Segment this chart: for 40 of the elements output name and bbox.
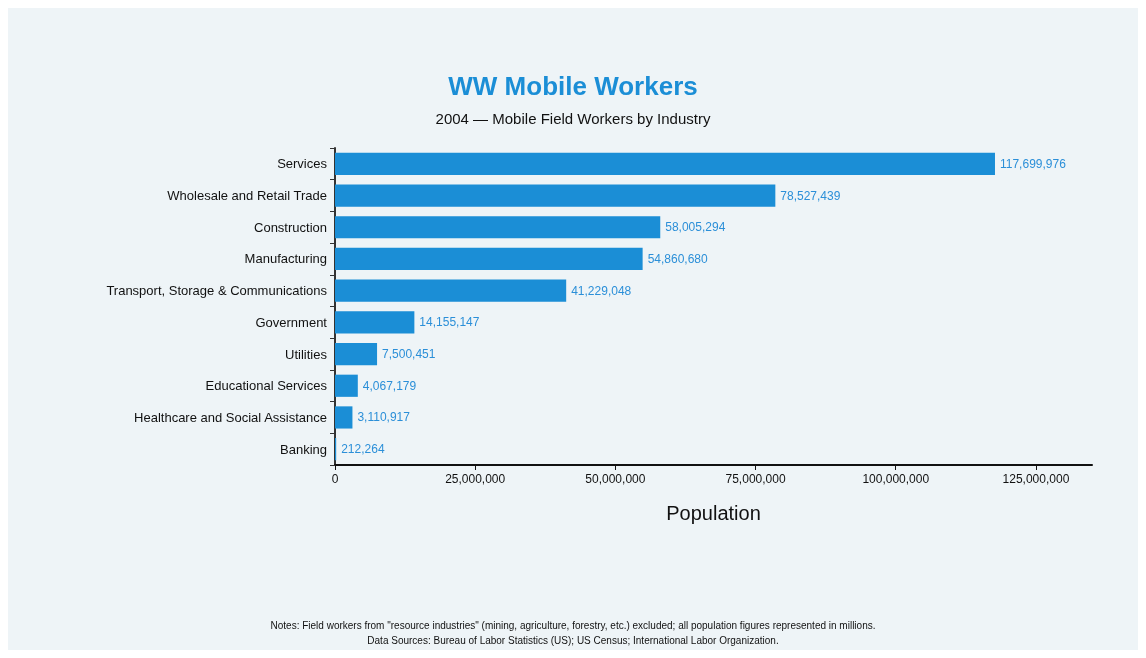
y-tick-label: Construction (254, 219, 327, 235)
x-axis-title: Population (666, 502, 761, 524)
y-tick-label: Educational Services (205, 378, 328, 394)
y-tick-label: Manufacturing (244, 251, 327, 267)
bar (335, 279, 567, 302)
x-tick-label: 75,000,000 (725, 472, 786, 486)
text: Notes: Field workers from "resource industries" (mining, agriculture, forestry, etc.) excluded; all population figures represented in millions. (270, 619, 876, 631)
bar (335, 216, 661, 239)
bar (335, 311, 415, 334)
y-tick-label: Utilities (285, 346, 328, 362)
x-tick-label: 50,000,000 (585, 472, 646, 486)
bar (335, 184, 776, 207)
chart-title: WW Mobile Workers (448, 71, 698, 101)
data-label: 14,155,147 (419, 315, 480, 330)
text: Data Sources: Bureau of Labor Statistics (US); US Census; International Labor Organization. (367, 634, 779, 646)
data-label: 78,527,439 (780, 188, 841, 203)
bar (335, 406, 353, 429)
y-tick-label: Banking (280, 441, 327, 457)
x-tick-label: 100,000,000 (862, 472, 930, 486)
y-tick-label: Services (277, 156, 328, 172)
data-label: 117,699,976 (999, 156, 1067, 171)
x-tick-label: 125,000,000 (1002, 472, 1070, 486)
chart-subtitle: 2004 — Mobile Field Workers by Industry (435, 110, 711, 127)
y-tick-label: Wholesale and Retail Trade (167, 188, 327, 204)
x-tick-label: 0 (331, 472, 339, 486)
bar (335, 247, 643, 271)
bar (335, 152, 995, 175)
y-tick-label: Transport, Storage & Communications (106, 283, 328, 299)
data-label: 212,264 (341, 442, 385, 457)
data-label: 3,110,917 (357, 410, 411, 425)
bar (335, 374, 358, 397)
data-label: 41,229,048 (571, 283, 632, 298)
data-label: 54,860,680 (647, 251, 709, 266)
x-tick-label: 25,000,000 (445, 472, 506, 486)
data-label: 7,500,451 (382, 347, 436, 362)
y-tick-label: Healthcare and Social Assistance (134, 409, 327, 425)
y-tick-label: Government (255, 314, 328, 330)
bar (335, 342, 378, 366)
data-label: 58,005,294 (665, 220, 726, 235)
data-label: 4,067,179 (362, 378, 417, 393)
